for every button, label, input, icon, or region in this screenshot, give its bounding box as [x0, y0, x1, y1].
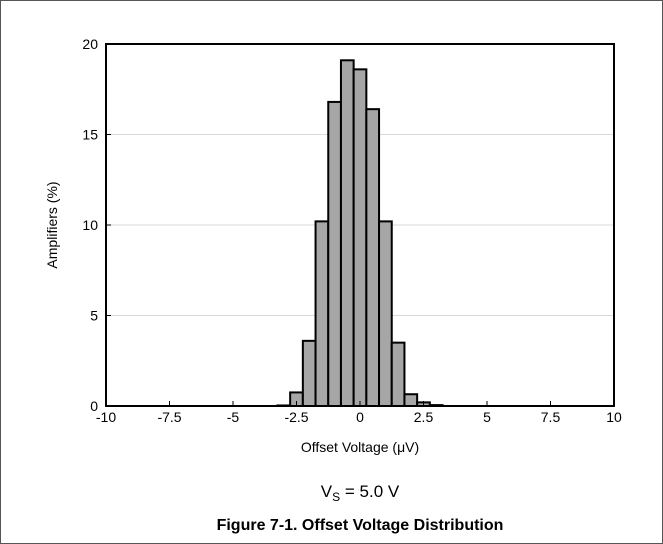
x-tick-label-0: -10 [96, 409, 116, 425]
bar-5 [339, 59, 355, 407]
condition-prefix: V [321, 482, 333, 501]
bar-3 [314, 220, 330, 407]
bar-10 [403, 393, 419, 407]
x-axis-ticks: -10 -7.5 -5 -2.5 0 2.5 5 7.5 10 [96, 401, 622, 425]
x-tick-label-7: 7.5 [541, 409, 561, 425]
bar-6 [352, 68, 368, 407]
y-tick-label-2: 10 [82, 217, 98, 233]
y-tick-label-0: 0 [90, 398, 98, 414]
x-tick-label-1: -7.5 [157, 409, 181, 425]
x-tick-label-8: 10 [606, 409, 622, 425]
bar-4 [327, 100, 342, 407]
y-tick-label-3: 15 [82, 127, 98, 143]
x-tick-label-5: 2.5 [414, 409, 434, 425]
x-tick-label-6: 5 [483, 409, 491, 425]
condition-label: VS = 5.0 V [321, 482, 400, 504]
x-tick-label-2: -5 [227, 409, 240, 425]
condition-subscript: S [332, 490, 340, 504]
condition-suffix: = 5.0 V [340, 482, 400, 501]
bar-7 [365, 108, 381, 407]
bar-2 [301, 339, 317, 407]
figure-caption: Figure 7-1. Offset Voltage Distribution [217, 517, 504, 534]
y-tick-label-1: 5 [90, 308, 98, 324]
x-tick-label-4: 0 [356, 409, 364, 425]
x-tick-label-3: -2.5 [284, 409, 308, 425]
y-axis-ticks: 0 5 10 15 20 [82, 36, 111, 414]
bar-8 [378, 220, 393, 407]
y-axis-label: Amplifiers (%) [44, 181, 60, 268]
x-axis-label: Offset Voltage (μV) [301, 439, 419, 455]
bar-9 [390, 341, 406, 407]
y-tick-label-4: 20 [82, 36, 98, 52]
